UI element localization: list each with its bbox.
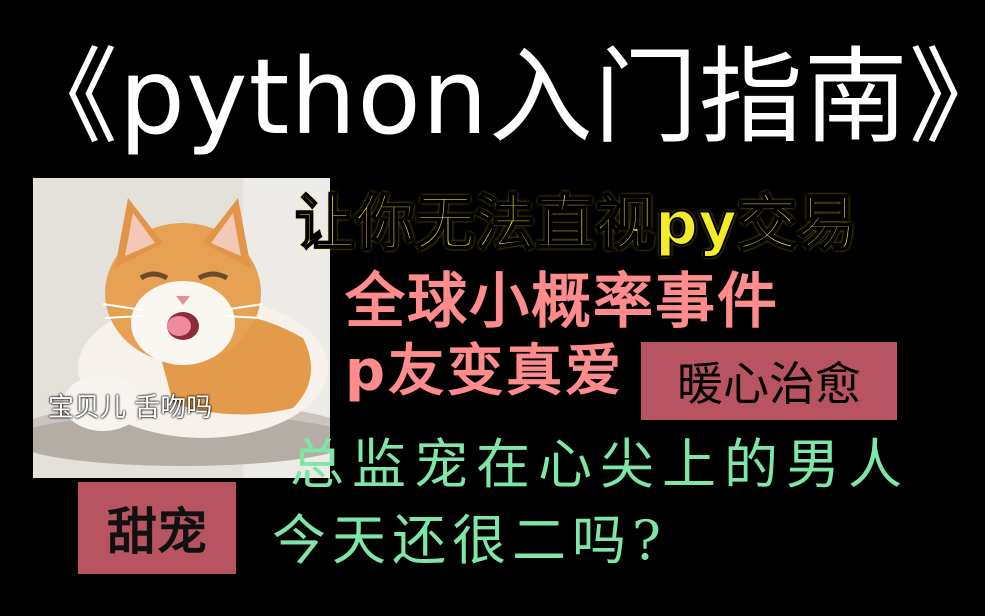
tagline-yellow: 让你无法直视py交易 <box>294 188 858 260</box>
tagline-green-2: 今天还很二吗? <box>272 509 667 572</box>
tagline-pink-1: 全球小概率事件 <box>345 267 779 337</box>
tagline-pink-2: p友变真爱 <box>345 339 625 404</box>
tagline-green-1: 总监宠在心尖上的男人 <box>290 433 910 496</box>
cat-icon <box>33 178 330 478</box>
stamp-heal: 暖心治愈 <box>641 342 897 420</box>
cat-photo <box>33 178 330 478</box>
stamp-sweet: 甜宠 <box>78 482 236 574</box>
photo-caption: 宝贝儿 舌吻吗 <box>48 393 213 423</box>
cover-title: 《python入门指南》 <box>14 36 985 158</box>
